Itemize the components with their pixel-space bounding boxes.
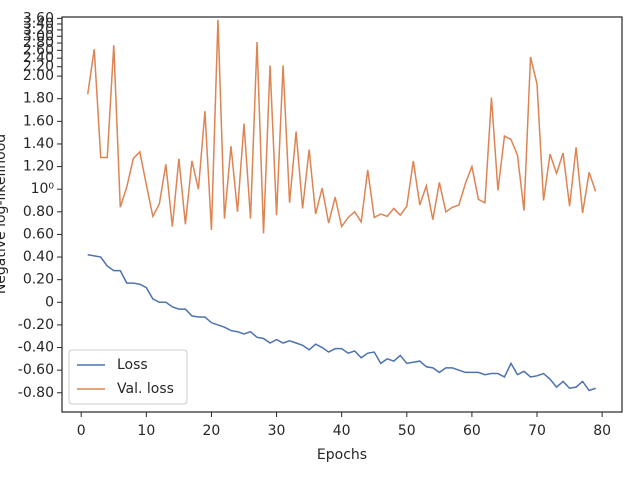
x-tick-label: 10 xyxy=(137,423,155,439)
y-tick-label: 3.40 xyxy=(23,16,54,32)
y-tick-label: 3.60 xyxy=(23,10,54,26)
y-tick-label: 0.60 xyxy=(23,226,54,242)
x-tick-label: 50 xyxy=(398,423,416,439)
y-tick-label: 2.20 xyxy=(23,59,54,75)
legend-label: Val. loss xyxy=(117,381,174,397)
y-tick-label: 3.00 xyxy=(23,28,54,44)
y-tick-label: 0 xyxy=(45,294,54,310)
legend-box xyxy=(68,349,188,405)
y-tick-label: -0.80 xyxy=(18,385,54,401)
plot-frame xyxy=(61,16,623,413)
line-series xyxy=(87,254,596,392)
y-tick-label: -0.60 xyxy=(18,362,54,378)
y-tick-label: 2.60 xyxy=(23,42,54,58)
x-tick-label: 80 xyxy=(593,423,611,439)
y-tick-label: 1.60 xyxy=(23,113,54,129)
y-tick-label: 0.20 xyxy=(23,272,54,288)
legend-label: Loss xyxy=(117,357,148,373)
x-tick-label: 20 xyxy=(203,423,221,439)
x-tick-label: 0 xyxy=(77,423,86,439)
y-tick-label: 3.20 xyxy=(23,22,54,38)
y-tick-label: 0.40 xyxy=(23,249,54,265)
x-tick-label: 70 xyxy=(528,423,546,439)
y-tick-label: 0.80 xyxy=(23,204,54,220)
y-tick-label: -0.40 xyxy=(18,340,54,356)
y-tick-label: 1.40 xyxy=(23,136,54,152)
y-tick-label: -0.20 xyxy=(18,317,54,333)
y-tick-label: 1.80 xyxy=(23,91,54,107)
y-tick-label: 2.80 xyxy=(23,35,54,51)
x-tick-label: 60 xyxy=(463,423,481,439)
y-tick-label: 1.20 xyxy=(23,159,54,175)
line-series xyxy=(86,19,597,234)
x-axis-label: Epochs xyxy=(317,447,367,463)
x-tick-label: 30 xyxy=(268,423,286,439)
y-tick-label: 10⁰ xyxy=(31,181,55,197)
x-tick-label: 40 xyxy=(333,423,351,439)
y-axis-label: Negative log-likelihood xyxy=(0,134,9,294)
y-tick-label: 2.40 xyxy=(23,50,54,66)
y-tick-label: 2.00 xyxy=(23,68,54,84)
